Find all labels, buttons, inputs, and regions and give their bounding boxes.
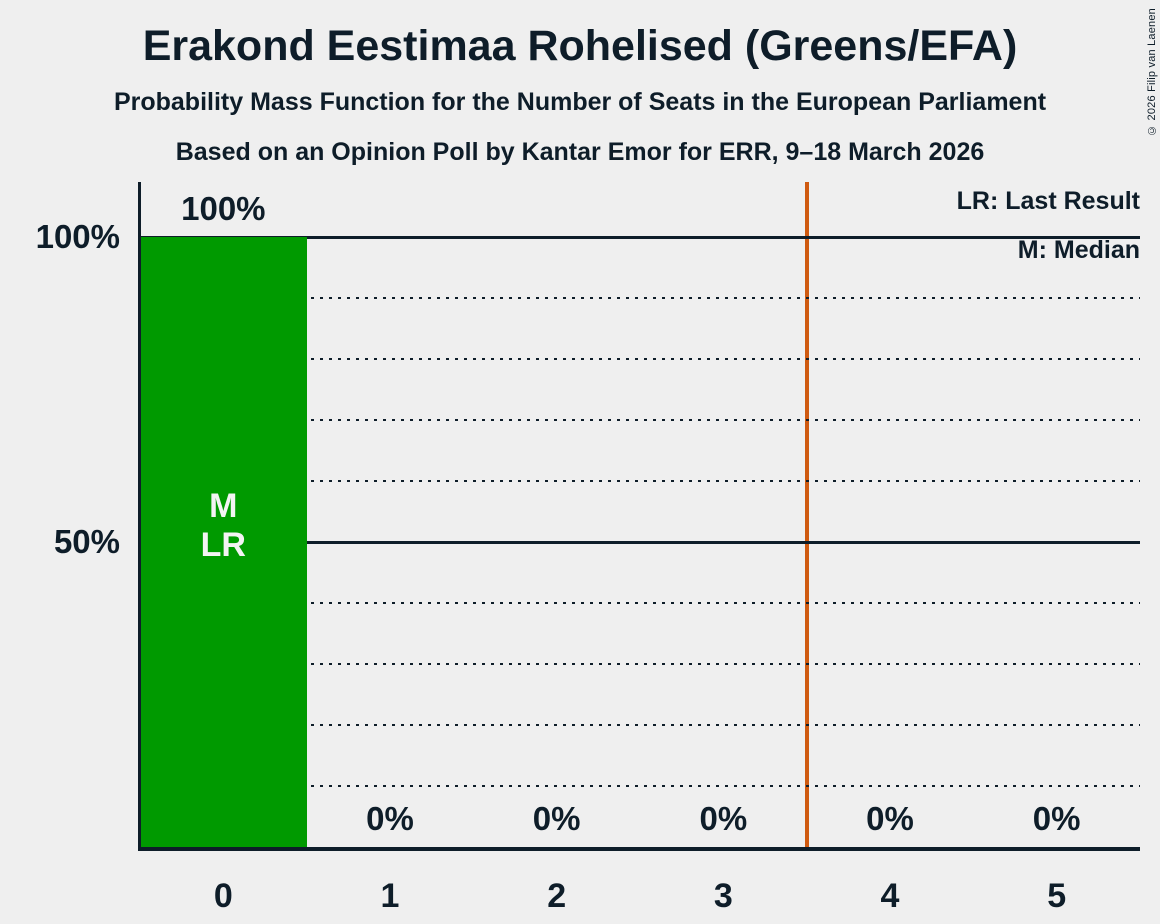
gridline-solid-50 bbox=[140, 541, 1140, 544]
gridline-dotted-80 bbox=[140, 358, 1140, 360]
value-label-seat-1: 0% bbox=[366, 800, 414, 837]
value-label-seat-5: 0% bbox=[1032, 800, 1081, 837]
gridline-dotted-90 bbox=[140, 297, 1140, 299]
x-axis-line bbox=[138, 847, 1140, 851]
copyright-note: © 2026 Filip van Laenen bbox=[1146, 8, 1158, 136]
value-label-seat-0: 100% bbox=[181, 190, 266, 227]
chart-title: Erakond Eestimaa Rohelised (Greens/EFA) bbox=[142, 22, 1018, 70]
marker-line-lr: LR bbox=[200, 526, 246, 564]
gridline-dotted-70 bbox=[140, 419, 1140, 421]
bar-seat-0 bbox=[141, 237, 307, 847]
value-label-seat-2: 0% bbox=[532, 800, 581, 837]
marker-line-m: M bbox=[209, 487, 238, 525]
x-axis-label-1: 1 bbox=[380, 877, 400, 915]
legend-median: M: Median bbox=[1017, 236, 1140, 264]
y-axis-label-50: 50% bbox=[53, 523, 120, 560]
y-axis-line bbox=[138, 182, 141, 851]
gridline-dotted-30 bbox=[140, 663, 1140, 665]
median-last-result-marker: M LR bbox=[140, 487, 307, 565]
x-axis-label-0: 0 bbox=[213, 877, 233, 915]
y-axis-label-100: 100% bbox=[35, 218, 120, 255]
chart-subtitle-source: Based on an Opinion Poll by Kantar Emor … bbox=[175, 138, 985, 166]
chart-subtitle-function: Probability Mass Function for the Number… bbox=[113, 88, 1047, 116]
gridline-dotted-40 bbox=[140, 602, 1140, 604]
value-label-seat-4: 0% bbox=[866, 800, 914, 837]
x-axis-label-2: 2 bbox=[547, 877, 567, 915]
legend-last-result: LR: Last Result bbox=[956, 187, 1140, 215]
x-axis-label-5: 5 bbox=[1047, 877, 1067, 915]
x-axis-label-3: 3 bbox=[713, 877, 733, 915]
gridline-dotted-10 bbox=[140, 785, 1140, 787]
x-axis-label-4: 4 bbox=[880, 877, 900, 915]
gridline-dotted-20 bbox=[140, 724, 1140, 726]
gridline-dotted-60 bbox=[140, 480, 1140, 482]
gridline-solid-100 bbox=[140, 236, 1140, 239]
last-result-line bbox=[804, 182, 809, 847]
value-label-seat-3: 0% bbox=[699, 800, 748, 837]
